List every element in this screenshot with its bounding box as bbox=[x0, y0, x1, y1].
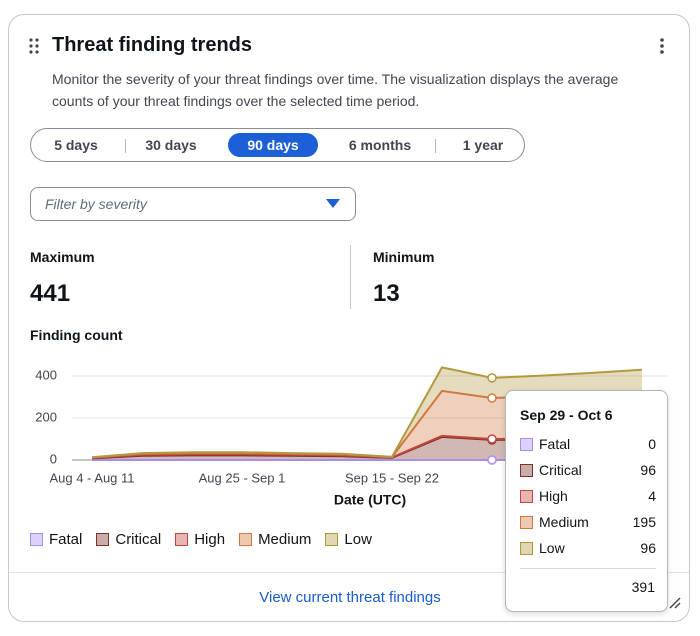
tooltip-swatch bbox=[520, 541, 533, 555]
separator bbox=[435, 139, 436, 153]
x-tick-label: Sep 15 - Sep 22 bbox=[345, 470, 439, 485]
legend-swatch bbox=[325, 533, 339, 546]
tooltip-name: Medium bbox=[539, 514, 589, 530]
time-range-option[interactable]: 90 days bbox=[228, 133, 318, 157]
tooltip-value: 0 bbox=[648, 436, 656, 452]
tooltip-row: Critical 96 bbox=[520, 460, 656, 480]
tooltip-row: High 4 bbox=[520, 486, 656, 506]
legend-item[interactable]: Critical bbox=[96, 531, 161, 548]
min-label: Minimum bbox=[373, 249, 435, 265]
legend-swatch bbox=[96, 533, 110, 546]
time-range-option[interactable]: 5 days bbox=[54, 137, 98, 153]
x-tick-label: Aug 4 - Aug 11 bbox=[49, 470, 134, 485]
tooltip-value: 195 bbox=[632, 514, 656, 530]
tooltip-swatch bbox=[520, 489, 533, 503]
min-value: 13 bbox=[373, 280, 400, 307]
tooltip-name: High bbox=[539, 488, 568, 504]
hover-marker bbox=[487, 455, 497, 465]
y-tick-label: 200 bbox=[35, 409, 57, 424]
separator bbox=[350, 245, 351, 309]
legend-item[interactable]: Medium bbox=[239, 531, 311, 548]
tooltip-name: Fatal bbox=[539, 436, 571, 452]
time-range-option[interactable]: 6 months bbox=[348, 137, 412, 153]
legend-label: Fatal bbox=[49, 531, 83, 548]
menu-button[interactable] bbox=[660, 38, 664, 54]
legend-item[interactable]: Fatal bbox=[30, 531, 82, 548]
tooltip-row: Medium 195 bbox=[520, 512, 656, 532]
legend-item[interactable]: Low bbox=[325, 531, 372, 548]
tooltip-swatch bbox=[520, 437, 533, 451]
legend-item[interactable]: High bbox=[175, 531, 225, 548]
max-value: 441 bbox=[30, 280, 71, 307]
time-range-option[interactable]: 1 year bbox=[462, 137, 504, 153]
tooltip-swatch bbox=[520, 463, 533, 477]
tooltip-total: 391 bbox=[631, 579, 655, 595]
legend-label: Medium bbox=[258, 531, 312, 548]
card bbox=[8, 14, 690, 622]
severity-filter[interactable]: Filter by severity bbox=[30, 187, 356, 221]
tooltip-divider bbox=[520, 568, 656, 569]
tooltip-title: Sep 29 - Oct 6 bbox=[520, 407, 613, 423]
footer-link[interactable]: View current threat findings bbox=[259, 589, 441, 606]
legend-swatch bbox=[175, 533, 189, 546]
dropdown-arrow bbox=[326, 199, 340, 208]
chart-title: Finding count bbox=[30, 327, 123, 343]
tooltip-row: Fatal 0 bbox=[520, 434, 656, 454]
tooltip-swatch bbox=[520, 515, 533, 529]
tooltip: Sep 29 - Oct 6 391 Fatal 0 Critical 96 High 4… bbox=[505, 390, 668, 612]
hover-marker bbox=[487, 434, 497, 444]
time-range-control: 5 days 30 days 90 days 6 months 1 year bbox=[30, 128, 525, 162]
filter-placeholder: Filter by severity bbox=[45, 196, 147, 212]
area bbox=[92, 436, 642, 460]
footer-divider bbox=[9, 572, 689, 573]
time-range-option[interactable]: 30 days bbox=[145, 137, 197, 153]
legend-swatch bbox=[239, 533, 253, 546]
tooltip-name: Critical bbox=[539, 462, 582, 478]
legend-label: Critical bbox=[115, 531, 162, 548]
area bbox=[92, 367, 642, 458]
hover-marker bbox=[487, 393, 497, 403]
legend-swatch bbox=[30, 533, 43, 546]
tooltip-value: 96 bbox=[640, 462, 656, 478]
tooltip-value: 4 bbox=[648, 488, 656, 504]
x-axis-title: Date (UTC) bbox=[334, 492, 406, 508]
area bbox=[92, 390, 642, 458]
legend: Fatal Critical High Medium Low bbox=[30, 531, 372, 548]
resize-handle[interactable] bbox=[669, 597, 681, 609]
y-tick-label: 0 bbox=[50, 451, 57, 466]
drag-handle[interactable] bbox=[29, 38, 39, 54]
separator bbox=[125, 139, 126, 153]
tooltip-row: Low 96 bbox=[520, 538, 656, 558]
x-tick-label: Aug 25 - Sep 1 bbox=[199, 470, 286, 485]
description: Monitor the severity of your threat find… bbox=[52, 71, 619, 109]
widget-title: Threat finding trends bbox=[52, 34, 252, 56]
legend-label: Low bbox=[344, 531, 372, 548]
hover-marker bbox=[487, 373, 497, 383]
tooltip-name: Low bbox=[539, 540, 565, 556]
area-line bbox=[91, 366, 643, 459]
y-tick-label: 400 bbox=[35, 367, 57, 382]
tooltip-value: 96 bbox=[640, 540, 656, 556]
max-label: Maximum bbox=[30, 249, 95, 265]
legend-label: High bbox=[194, 531, 226, 548]
